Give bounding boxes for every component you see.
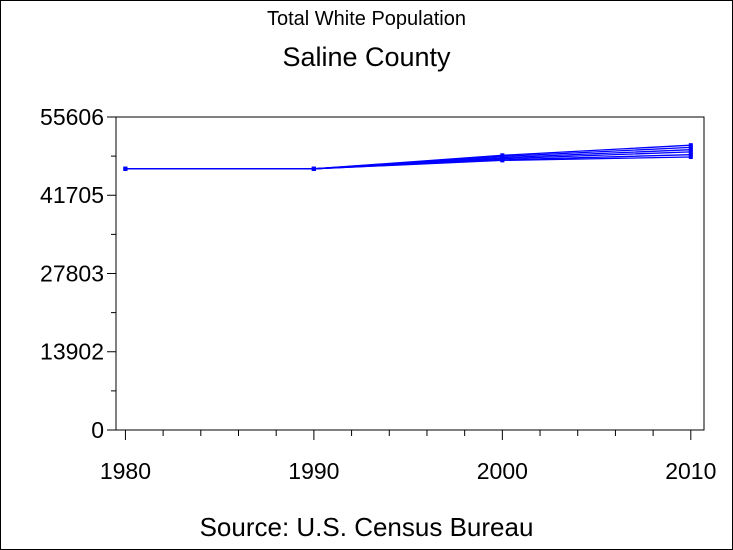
y-tick-label: 27803	[40, 261, 104, 287]
series-line	[125, 156, 691, 170]
data-point	[688, 147, 693, 152]
data-point	[688, 143, 693, 148]
x-tick-label: 1980	[100, 458, 151, 484]
series-marks	[123, 143, 693, 171]
chart-subtitle: Saline County	[282, 42, 451, 72]
series-line	[125, 151, 691, 170]
chart-title: Total White Population	[266, 8, 466, 30]
y-tick-label: 13902	[40, 339, 104, 365]
data-point	[688, 145, 693, 150]
y-tick-label: 41705	[40, 182, 104, 208]
data-point	[311, 166, 316, 171]
data-point	[123, 166, 128, 171]
data-point	[688, 154, 693, 159]
data-point	[688, 152, 693, 157]
series-line	[125, 149, 691, 170]
data-point	[688, 149, 693, 154]
y-tick-label: 55606	[40, 104, 104, 130]
x-tick-label: 2010	[665, 458, 716, 484]
axes: 0 13902 27803 41705 55606 1980 1990 2000 2010	[40, 104, 716, 484]
y-tick-label: 0	[91, 417, 104, 443]
x-tick-label: 1990	[288, 458, 339, 484]
x-tick-label: 2000	[477, 458, 528, 484]
source-note: Source: U.S. Census Bureau	[199, 512, 534, 542]
data-point	[500, 158, 505, 163]
